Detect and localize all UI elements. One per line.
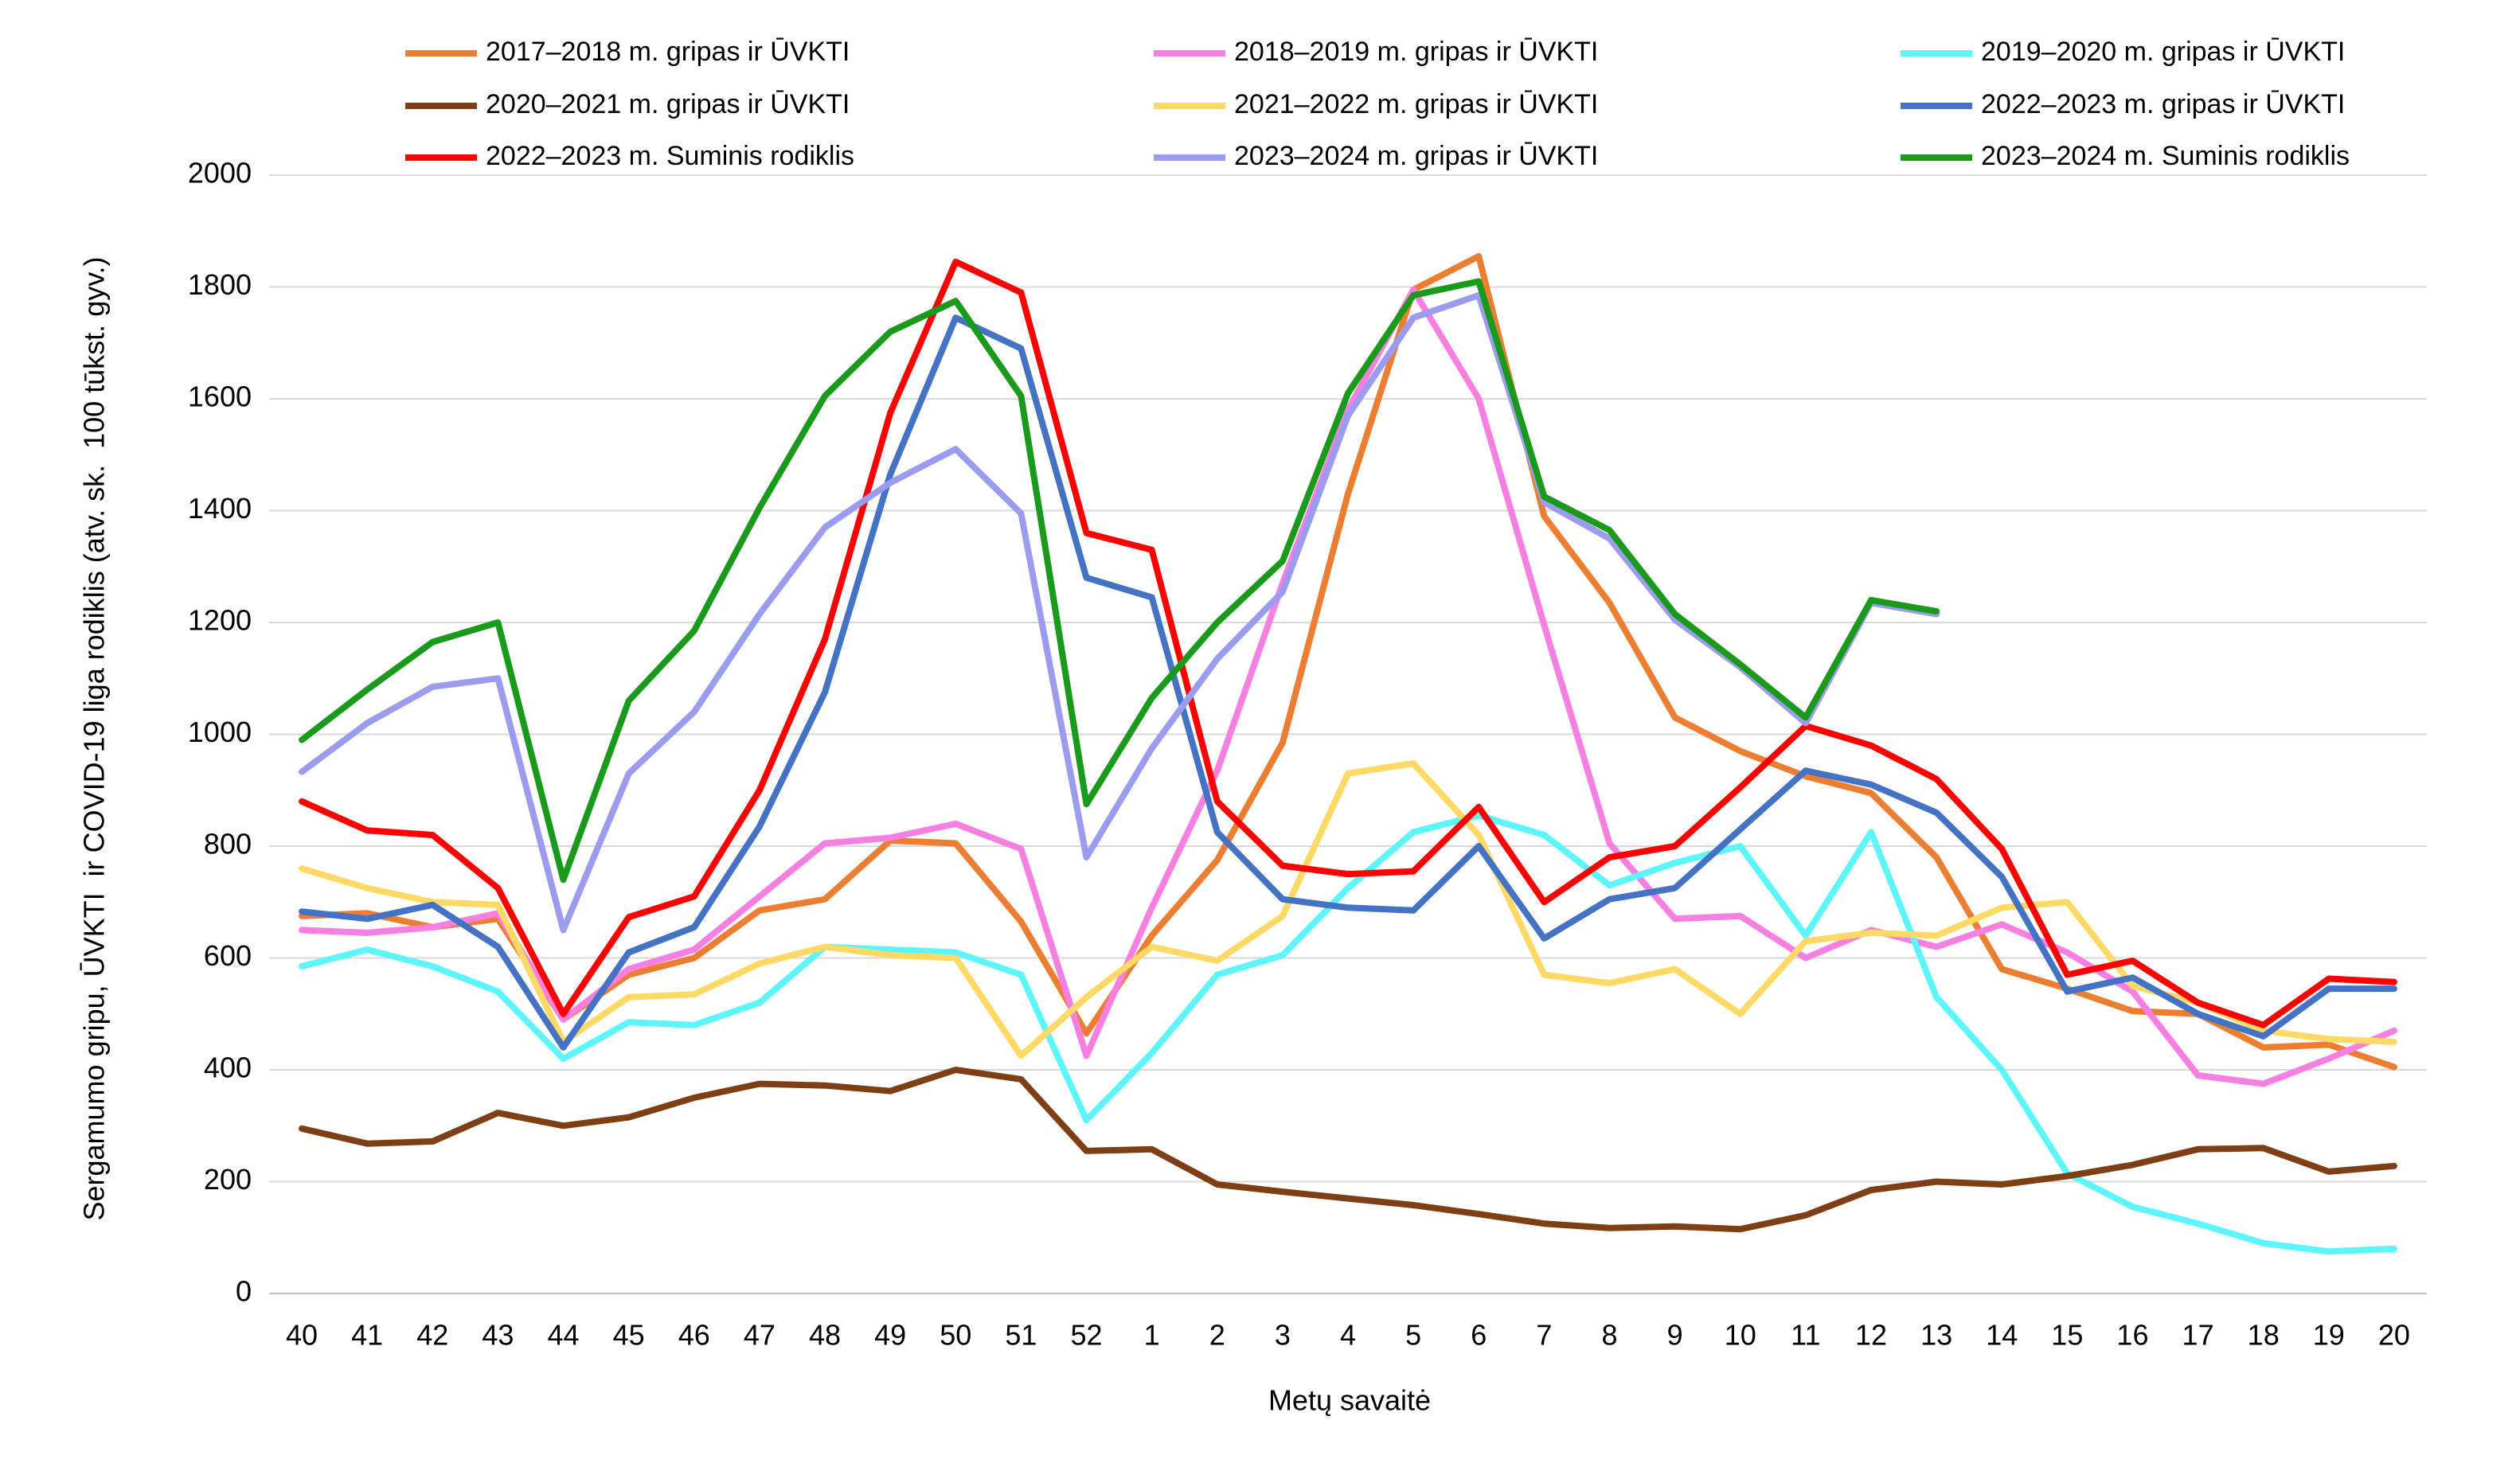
y-axis-title: Sergamumo gripu, ŪVKTI ir COVID-19 liga … <box>78 256 111 1220</box>
legend-label: 2020–2021 m. gripas ir ŪVKTI <box>486 89 850 119</box>
series-line <box>299 258 2397 1028</box>
x-tick-label: 18 <box>2248 1319 2280 1352</box>
x-tick-label: 3 <box>1275 1319 1291 1352</box>
x-tick-label: 1 <box>1144 1319 1160 1352</box>
x-tick-label: 51 <box>1005 1319 1037 1352</box>
legend-label: 2017–2018 m. gripas ir ŪVKTI <box>486 37 850 67</box>
x-tick-label: 9 <box>1667 1319 1683 1352</box>
x-tick-label: 47 <box>744 1319 776 1352</box>
series-line <box>299 252 2397 1071</box>
x-tick-label: 17 <box>2182 1319 2214 1352</box>
x-tick-label: 44 <box>548 1319 580 1352</box>
x-tick-label: 5 <box>1405 1319 1421 1352</box>
series-line <box>299 314 2397 1051</box>
x-tick-label: 40 <box>286 1319 318 1352</box>
y-tick-label: 1000 <box>188 716 252 748</box>
legend-label: 2018–2019 m. gripas ir ŪVKTI <box>1234 37 1598 67</box>
y-tick-label: 1800 <box>188 268 252 301</box>
legend-label: 2021–2022 m. gripas ir ŪVKTI <box>1234 89 1598 119</box>
x-tick-label: 43 <box>482 1319 514 1352</box>
x-tick-label: 11 <box>1791 1319 1820 1352</box>
y-tick-label: 1400 <box>188 492 252 525</box>
y-tick-label: 400 <box>204 1052 252 1084</box>
x-tick-label: 16 <box>2116 1319 2148 1352</box>
y-tick-label: 800 <box>204 828 252 860</box>
x-tick-label: 19 <box>2313 1319 2345 1352</box>
y-tick-label: 1600 <box>188 380 252 413</box>
x-tick-label: 10 <box>1725 1319 1756 1352</box>
x-tick-label: 14 <box>1986 1319 2018 1352</box>
series-line <box>299 760 2397 1059</box>
y-tick-label: 1200 <box>188 604 252 637</box>
legend-label: 2023–2024 m. Suminis rodiklis <box>1981 141 2350 171</box>
series-line <box>299 287 2397 1087</box>
y-tick-label: 600 <box>204 939 252 972</box>
x-tick-label: 7 <box>1536 1319 1552 1352</box>
x-tick-label: 41 <box>351 1319 383 1352</box>
x-tick-label: 46 <box>678 1319 710 1352</box>
x-axis-title: Metų savaitė <box>1268 1384 1431 1417</box>
series-line <box>299 292 1940 934</box>
x-tick-label: 15 <box>2051 1319 2083 1352</box>
x-tick-label: 52 <box>1070 1319 1102 1352</box>
series-line <box>299 278 1940 884</box>
y-tick-label: 2000 <box>188 157 252 189</box>
x-tick-label: 6 <box>1471 1319 1487 1352</box>
x-tick-label: 20 <box>2378 1319 2410 1352</box>
x-tick-label: 4 <box>1340 1319 1356 1352</box>
y-tick-label: 200 <box>204 1163 252 1196</box>
x-tick-label: 13 <box>1920 1319 1952 1352</box>
series-line <box>299 1067 2397 1233</box>
legend-label: 2022–2023 m. gripas ir ŪVKTI <box>1981 89 2345 119</box>
legend-label: 2022–2023 m. Suminis rodiklis <box>486 141 854 171</box>
x-tick-label: 50 <box>940 1319 971 1352</box>
x-tick-label: 42 <box>416 1319 448 1352</box>
y-tick-label: 0 <box>236 1275 252 1308</box>
legend-label: 2019–2020 m. gripas ir ŪVKTI <box>1981 37 2345 67</box>
x-tick-label: 8 <box>1601 1319 1617 1352</box>
x-tick-label: 49 <box>874 1319 906 1352</box>
series-line <box>299 812 2397 1255</box>
x-tick-label: 45 <box>613 1319 645 1352</box>
legend-label: 2023–2024 m. gripas ir ŪVKTI <box>1234 141 1598 171</box>
x-tick-label: 48 <box>809 1319 841 1352</box>
x-tick-label: 2 <box>1209 1319 1225 1352</box>
x-tick-label: 12 <box>1855 1319 1887 1352</box>
